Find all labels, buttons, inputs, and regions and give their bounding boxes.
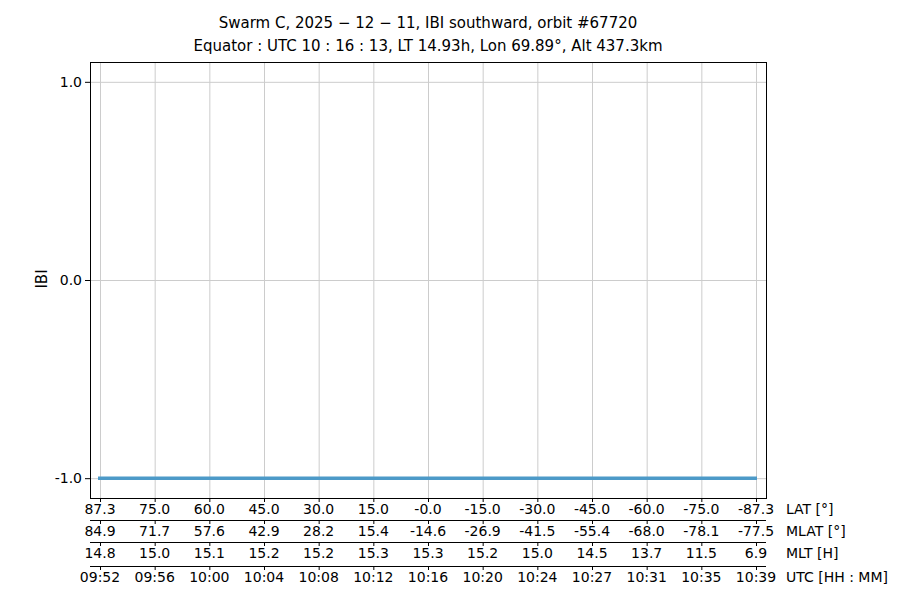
mlat-tick-label: 15.4 <box>358 523 389 539</box>
mlat-tick-label: -78.1 <box>683 523 719 539</box>
mlt-tick-label: 6.9 <box>745 545 767 561</box>
mlat-tick-label: 42.9 <box>248 523 279 539</box>
utc-tick-label: 10:16 <box>408 569 448 585</box>
lat-tick-label: -45.0 <box>574 501 610 517</box>
utc-tick-label: 10:39 <box>736 569 776 585</box>
utc-tick-label: 10:20 <box>462 569 502 585</box>
lat-tick-label: 45.0 <box>248 501 279 517</box>
utc-axis-label: UTC [HH : MM] <box>786 569 888 585</box>
lat-tick-label: 87.3 <box>84 501 115 517</box>
mlt-tick-label: 14.8 <box>84 545 115 561</box>
y-tick-label: -1.0 <box>55 470 82 486</box>
mlat-tick-label: -14.6 <box>410 523 446 539</box>
mlt-tick-label: 15.1 <box>194 545 225 561</box>
mlat-tick-label: -26.9 <box>465 523 501 539</box>
mlat-tick-label: -55.4 <box>574 523 610 539</box>
utc-tick-label: 10:35 <box>681 569 721 585</box>
lat-tick-label: 75.0 <box>139 501 170 517</box>
utc-tick-label: 09:52 <box>80 569 120 585</box>
lat-tick-label: -30.0 <box>519 501 555 517</box>
mlt-axis-label: MLT [H] <box>786 545 838 561</box>
utc-tick-label: 10:31 <box>626 569 666 585</box>
mlt-tick-label: 15.0 <box>139 545 170 561</box>
mlt-tick-label: 15.2 <box>467 545 498 561</box>
mlat-tick-label: 57.6 <box>194 523 225 539</box>
mlt-tick-label: 15.3 <box>412 545 443 561</box>
mlat-tick-label: -41.5 <box>519 523 555 539</box>
mlt-tick-label: 15.2 <box>248 545 279 561</box>
mlt-tick-label: 15.2 <box>303 545 334 561</box>
mlat-tick-label: 28.2 <box>303 523 334 539</box>
utc-tick-label: 10:04 <box>244 569 284 585</box>
mlat-tick-label: -68.0 <box>629 523 665 539</box>
mlt-tick-label: 15.3 <box>358 545 389 561</box>
mlt-tick-label: 14.5 <box>576 545 607 561</box>
lat-tick-label: 30.0 <box>303 501 334 517</box>
lat-tick-label: -75.0 <box>683 501 719 517</box>
mlat-tick-label: -77.5 <box>738 523 774 539</box>
lat-tick-label: -60.0 <box>629 501 665 517</box>
mlat-tick-label: 84.9 <box>84 523 115 539</box>
mlat-tick-label: 71.7 <box>139 523 170 539</box>
utc-tick-label: 10:12 <box>353 569 393 585</box>
grid-lines <box>90 62 766 498</box>
utc-tick-label: 10:27 <box>572 569 612 585</box>
mlt-tick-label: 11.5 <box>686 545 717 561</box>
lat-tick-label: -0.0 <box>414 501 441 517</box>
axes-spines-and-ticks <box>85 63 767 571</box>
lat-tick-label: 60.0 <box>194 501 225 517</box>
mlt-tick-label: 15.0 <box>522 545 553 561</box>
utc-tick-label: 09:56 <box>134 569 174 585</box>
lat-tick-label: -15.0 <box>465 501 501 517</box>
mlt-tick-label: 13.7 <box>631 545 662 561</box>
utc-tick-label: 10:00 <box>189 569 229 585</box>
lat-tick-label: 15.0 <box>358 501 389 517</box>
utc-tick-label: 10:08 <box>298 569 338 585</box>
y-tick-label: 1.0 <box>60 74 82 90</box>
lat-tick-label: -87.3 <box>738 501 774 517</box>
mlat-axis-label: MLAT [°] <box>786 523 846 539</box>
figure: Swarm C, 2025 − 12 − 11, IBI southward, … <box>0 0 900 600</box>
lat-axis-label: LAT [°] <box>786 501 834 517</box>
utc-tick-label: 10:24 <box>517 569 557 585</box>
y-tick-label: 0.0 <box>60 272 82 288</box>
